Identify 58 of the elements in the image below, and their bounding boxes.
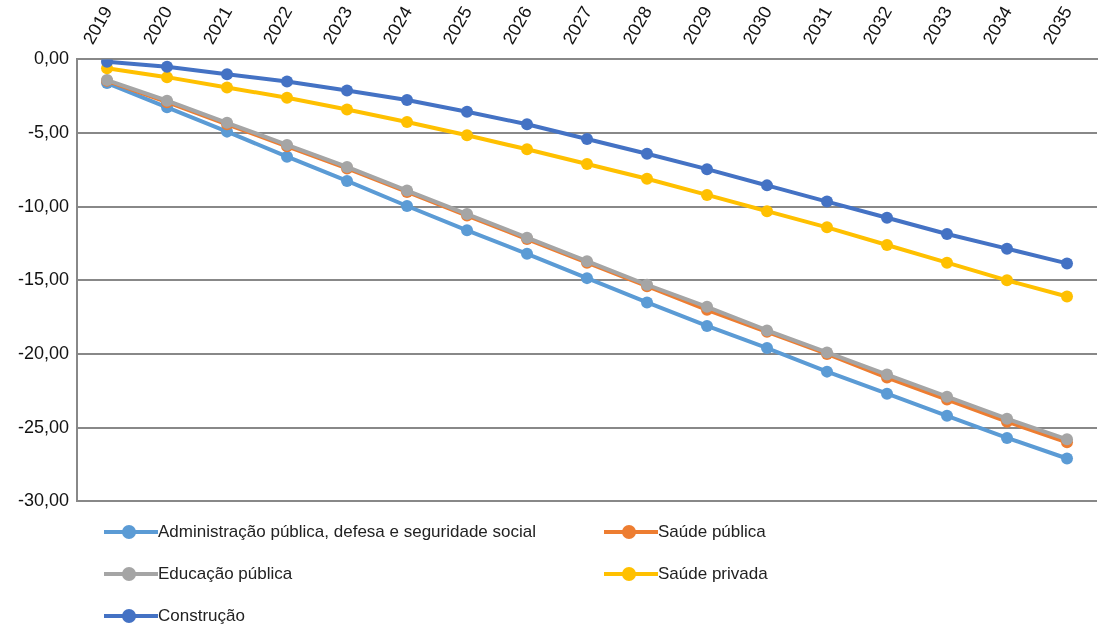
point: [521, 143, 534, 156]
legend-label: Administração pública, defesa e seguridade social: [158, 522, 537, 542]
point: [581, 158, 594, 171]
point: [821, 195, 834, 208]
point: [521, 247, 534, 260]
y-tick-label: -10,00: [17, 195, 70, 216]
point: [881, 239, 894, 251]
point: [221, 68, 234, 81]
y-tick-label: -25,00: [17, 416, 70, 437]
legend-label: Saúde pública: [658, 522, 766, 542]
point: [461, 224, 474, 237]
point: [941, 227, 954, 240]
point: [941, 256, 954, 269]
point: [341, 84, 354, 97]
point: [461, 105, 474, 118]
y-tick-label: -30,00: [17, 490, 70, 511]
point: [821, 221, 834, 234]
point: [881, 387, 894, 400]
point: [581, 132, 594, 145]
point: [821, 365, 834, 378]
point: [761, 342, 774, 355]
point: [1061, 290, 1073, 303]
point: [761, 205, 774, 218]
legend-label: Saúde privada: [658, 564, 768, 584]
point: [881, 211, 894, 224]
point: [1001, 242, 1013, 255]
point: [221, 81, 234, 94]
point: [281, 75, 294, 88]
y-tick-label: -20,00: [17, 342, 70, 363]
point: [701, 163, 714, 176]
point: [641, 147, 654, 160]
point: [161, 71, 174, 84]
point: [1001, 274, 1013, 287]
point: [1061, 452, 1073, 465]
point: [341, 103, 354, 116]
point: [341, 174, 354, 187]
point: [401, 199, 414, 212]
legend-label: Construção: [158, 606, 245, 626]
legend-label: Educação pública: [158, 564, 293, 584]
y-tick-label: 0,00: [33, 48, 70, 69]
point: [161, 60, 174, 73]
point: [641, 296, 654, 309]
point: [701, 188, 714, 201]
point: [281, 150, 294, 163]
point: [1001, 431, 1013, 444]
y-tick-label: -5,00: [28, 122, 70, 143]
point: [761, 179, 774, 192]
point: [281, 91, 294, 104]
point: [521, 118, 534, 131]
point: [1061, 257, 1073, 270]
point: [641, 172, 654, 185]
point: [941, 409, 954, 422]
point: [461, 129, 474, 142]
y-tick-label: -15,00: [17, 269, 70, 290]
point: [401, 116, 414, 129]
point: [581, 272, 594, 285]
point: [701, 319, 714, 332]
point: [401, 93, 414, 106]
